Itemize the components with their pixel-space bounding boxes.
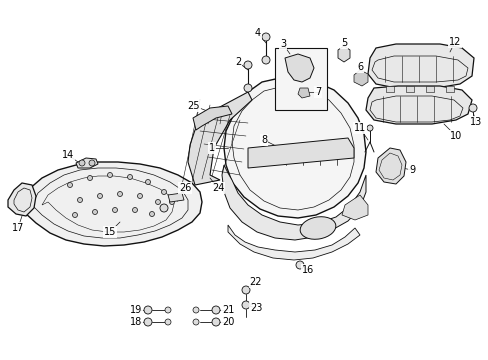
Circle shape [244,61,251,69]
Polygon shape [187,92,251,185]
Text: 7: 7 [314,87,321,97]
Text: 12: 12 [448,37,460,47]
Text: 11: 11 [353,123,366,133]
Polygon shape [193,106,231,130]
Circle shape [137,194,142,198]
Circle shape [72,212,77,217]
Polygon shape [425,86,433,92]
Text: 15: 15 [103,227,116,237]
Circle shape [107,172,112,177]
Circle shape [92,210,97,215]
Ellipse shape [300,217,335,239]
Polygon shape [297,88,309,98]
Circle shape [117,192,122,197]
Circle shape [295,261,304,269]
Polygon shape [365,86,471,124]
Text: 22: 22 [249,277,262,287]
Circle shape [143,306,152,314]
Polygon shape [168,193,183,202]
Circle shape [132,207,137,212]
Circle shape [193,307,199,313]
Text: 19: 19 [130,305,142,315]
Circle shape [77,198,82,202]
Polygon shape [375,148,405,184]
Polygon shape [341,195,367,220]
Circle shape [164,307,171,313]
Circle shape [262,33,269,41]
Polygon shape [222,165,365,240]
Text: 3: 3 [279,39,285,49]
Text: 24: 24 [211,183,224,193]
Text: 6: 6 [356,62,362,72]
Circle shape [127,175,132,180]
Circle shape [161,189,166,194]
Circle shape [87,176,92,180]
Polygon shape [385,86,393,92]
Polygon shape [224,78,365,218]
Circle shape [155,199,160,204]
Text: 25: 25 [187,101,200,111]
Circle shape [145,180,150,185]
Polygon shape [445,86,453,92]
Text: 23: 23 [249,303,262,313]
Circle shape [242,286,249,294]
Circle shape [160,204,168,212]
Text: 10: 10 [449,131,461,141]
Circle shape [244,84,251,92]
Circle shape [366,125,372,131]
Polygon shape [353,70,367,86]
Circle shape [169,199,174,204]
Circle shape [164,319,171,325]
Text: 8: 8 [261,135,266,145]
Circle shape [242,301,249,309]
Text: 1: 1 [208,143,215,153]
Text: 2: 2 [234,57,241,67]
Polygon shape [405,86,413,92]
Polygon shape [76,158,98,168]
Polygon shape [20,162,202,246]
Polygon shape [367,44,473,88]
Circle shape [212,306,220,314]
Text: 13: 13 [469,117,481,127]
Circle shape [212,318,220,326]
Text: 18: 18 [130,317,142,327]
Text: 17: 17 [12,223,24,233]
Circle shape [79,160,85,166]
Circle shape [112,207,117,212]
Text: 14: 14 [62,150,74,160]
Circle shape [193,319,199,325]
Text: 4: 4 [254,28,261,38]
Circle shape [67,183,72,188]
Circle shape [89,160,95,166]
Text: 5: 5 [340,38,346,48]
Text: 16: 16 [301,265,313,275]
Text: 20: 20 [222,317,234,327]
Polygon shape [285,54,313,82]
Circle shape [262,56,269,64]
Polygon shape [227,225,359,260]
Text: 26: 26 [179,183,191,193]
Text: 21: 21 [222,305,234,315]
Circle shape [149,212,154,216]
FancyBboxPatch shape [274,48,326,110]
Polygon shape [8,183,36,216]
Polygon shape [337,46,349,62]
Circle shape [97,194,102,198]
Polygon shape [247,138,353,168]
Circle shape [468,104,476,112]
Circle shape [143,318,152,326]
Text: 9: 9 [408,165,414,175]
